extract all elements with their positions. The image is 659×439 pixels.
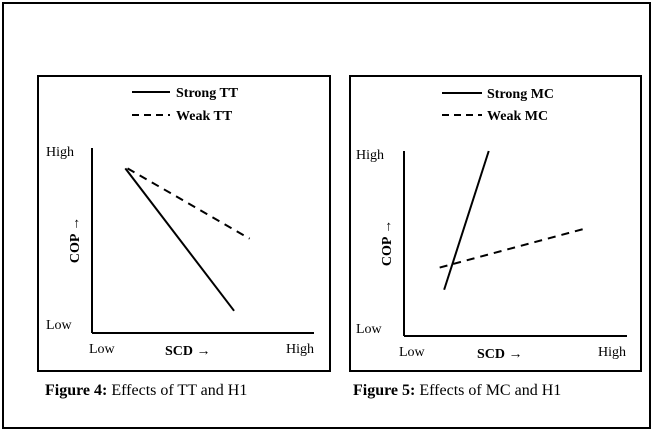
figure-5-svg: Strong MC Weak MC High Low Low High SCD … xyxy=(356,87,627,362)
x-tick-high: High xyxy=(286,342,314,357)
series-line-strong-tt xyxy=(124,167,235,312)
figure-5-caption-text: Effects of MC and H1 xyxy=(415,382,562,399)
y-tick-low: Low xyxy=(356,322,383,337)
x-tick-low: Low xyxy=(399,345,426,360)
figure-5-chart: Strong MC Weak MC High Low Low High SCD … xyxy=(349,75,642,372)
x-axis-label: SCD → xyxy=(165,344,211,359)
x-tick-high: High xyxy=(598,345,626,360)
y-axis-label: COP → xyxy=(68,217,83,263)
figure-4-caption-text: Effects of TT and H1 xyxy=(107,382,248,399)
figure-frame xyxy=(2,2,651,429)
series-line-strong-mc xyxy=(443,150,490,291)
figure-4-caption: Figure 4: Effects of TT and H1 xyxy=(45,382,247,400)
series-line-weak-mc xyxy=(439,227,585,269)
figure-4-chart: Strong TT Weak TT High Low Low High SCD … xyxy=(37,75,331,372)
figure-4-caption-label: Figure 4: xyxy=(45,382,108,399)
y-axis-label: COP → xyxy=(380,220,395,266)
legend-label-strong-tt: Strong TT xyxy=(176,86,239,101)
legend-label-weak-mc: Weak MC xyxy=(487,109,548,124)
figure-4-svg: Strong TT Weak TT High Low Low High SCD … xyxy=(46,86,314,359)
figure-5-caption: Figure 5: Effects of MC and H1 xyxy=(353,382,561,400)
y-tick-low: Low xyxy=(46,318,73,333)
legend-label-strong-mc: Strong MC xyxy=(487,87,554,102)
x-axis-label: SCD → xyxy=(477,347,523,362)
figure-5-caption-label: Figure 5: xyxy=(353,382,416,399)
series-line-weak-tt xyxy=(127,167,251,240)
y-tick-high: High xyxy=(356,148,384,163)
y-tick-high: High xyxy=(46,145,74,160)
x-tick-low: Low xyxy=(89,342,116,357)
legend-label-weak-tt: Weak TT xyxy=(176,109,233,124)
